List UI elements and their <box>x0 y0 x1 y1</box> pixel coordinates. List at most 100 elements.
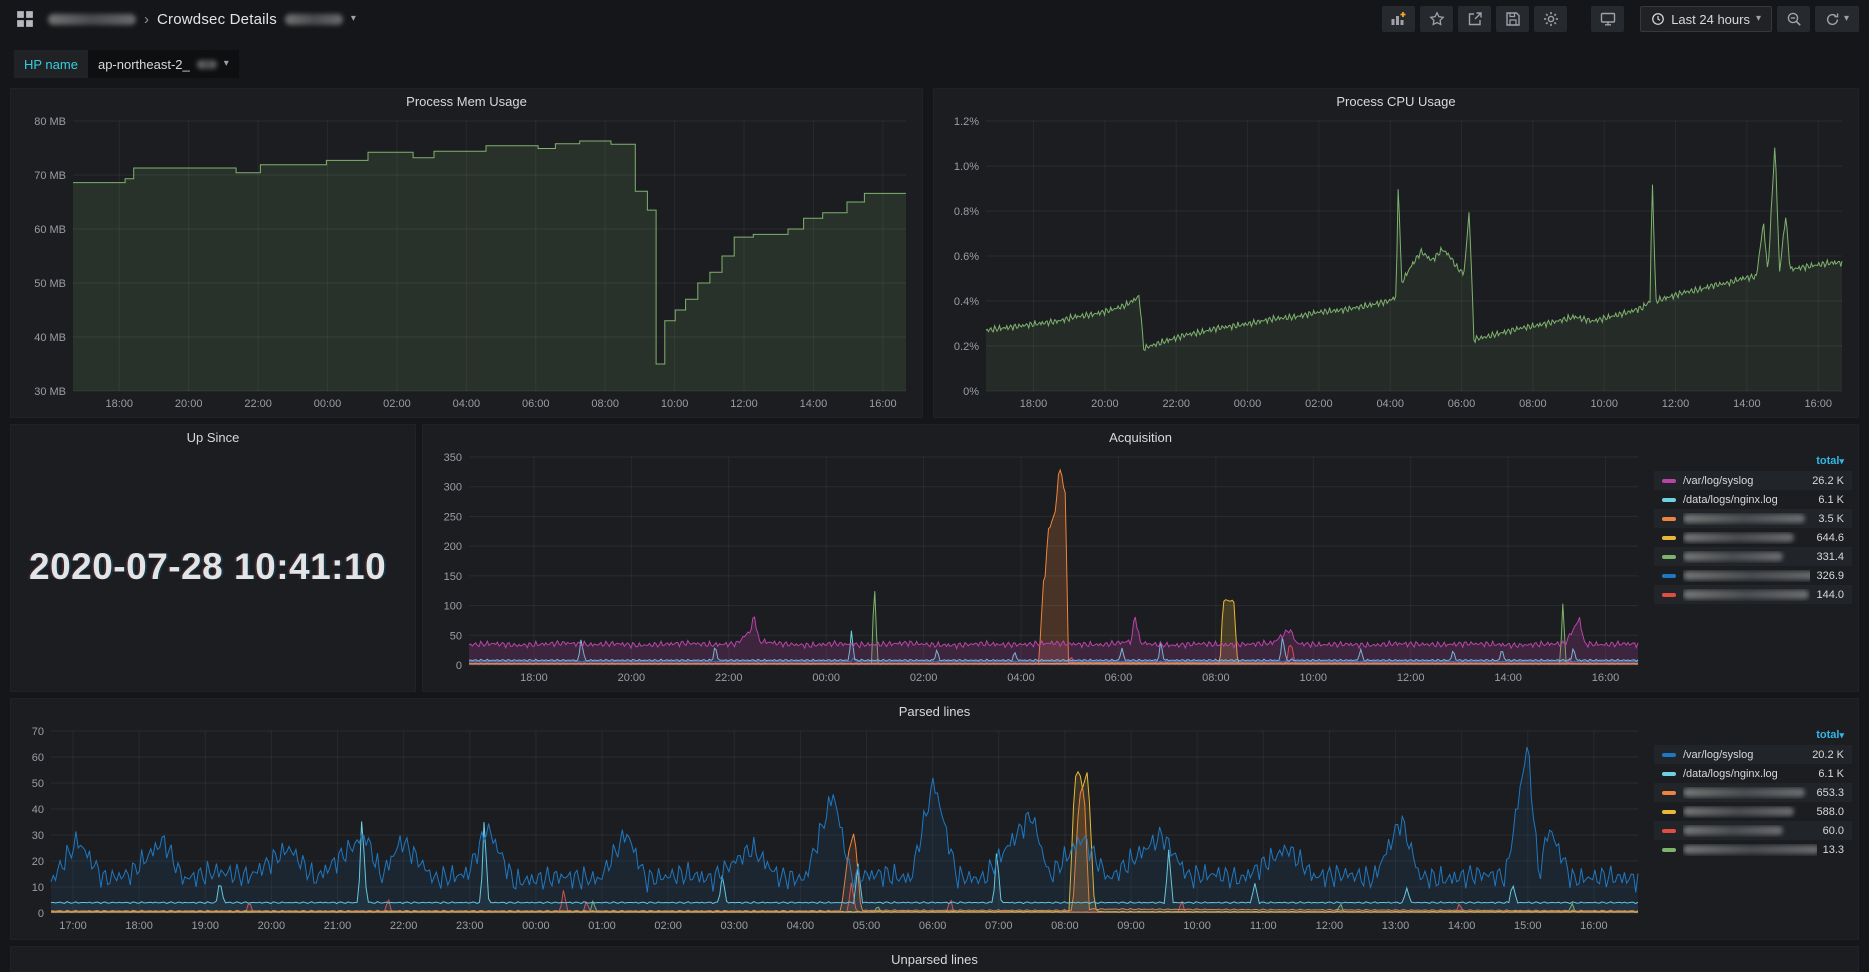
series-color-swatch[interactable] <box>1662 809 1676 814</box>
x-axis-tick: 04:00 <box>1376 398 1404 410</box>
series-label[interactable]: /data/logs/nginx.log <box>1683 493 1778 506</box>
y-axis-tick: 60 MB <box>34 224 66 236</box>
series-area-process-mem <box>73 141 906 391</box>
y-axis-tick: 1.0% <box>954 161 979 173</box>
refresh-button[interactable]: ▾ <box>1815 6 1859 32</box>
panel-title[interactable]: Up Since <box>186 430 240 445</box>
x-axis-tick: 08:00 <box>591 398 619 410</box>
panel-title[interactable]: Process CPU Usage <box>1336 94 1456 109</box>
series-color-swatch[interactable] <box>1662 535 1676 540</box>
series-label-redacted <box>1683 807 1794 817</box>
x-axis-tick: 16:00 <box>1592 672 1620 684</box>
series-color-swatch[interactable] <box>1662 478 1676 483</box>
parsed-lines-legend: total▾ /var/log/syslog 20.2 K/data/logs/n… <box>1654 729 1852 859</box>
time-range-label: Last 24 hours <box>1671 11 1750 27</box>
apps-grid-icon[interactable] <box>10 6 40 32</box>
x-axis-tick: 00:00 <box>522 920 550 932</box>
variable-value: ap-northeast-2_ <box>97 56 190 72</box>
title-caret-icon[interactable]: ▾ <box>350 13 356 24</box>
settings-button[interactable] <box>1534 6 1568 32</box>
mem-chart-canvas[interactable]: 18:00 20:00 22:00 00:00 02:00 04:00 06:00 08:00… <box>17 113 916 413</box>
cpu-chart-canvas[interactable]: 18:00 20:00 22:00 00:00 02:00 04:00 06:00 08:00… <box>940 113 1852 413</box>
x-axis-tick: 22:00 <box>1162 398 1190 410</box>
series-line-process-mem <box>73 140 906 365</box>
series-label[interactable] <box>1683 825 1817 837</box>
dashboard-title[interactable]: Crowdsec Details <box>157 10 277 28</box>
series-color-swatch[interactable] <box>1662 752 1676 757</box>
legend-row: 653.3 <box>1654 783 1852 802</box>
x-axis-tick: 02:00 <box>910 672 938 684</box>
series-color-swatch[interactable] <box>1662 516 1676 521</box>
x-axis-tick: 08:00 <box>1519 398 1547 410</box>
series-total-value: 653.3 <box>1816 786 1844 799</box>
breadcrumb: › Crowdsec Details ▾ <box>10 6 356 32</box>
monitor-icon <box>1600 12 1615 26</box>
add-panel-button[interactable] <box>1382 6 1416 32</box>
time-range-picker[interactable]: Last 24 hours ▾ <box>1640 6 1772 32</box>
x-axis-tick: 18:00 <box>106 398 134 410</box>
share-button[interactable] <box>1458 6 1492 32</box>
series-label[interactable]: /var/log/syslog <box>1683 474 1754 487</box>
series-label[interactable] <box>1683 513 1812 525</box>
x-axis-tick: 16:00 <box>1580 920 1608 932</box>
save-button[interactable] <box>1496 6 1530 32</box>
legend-row: 60.0 <box>1654 821 1852 840</box>
tv-mode-button[interactable] <box>1591 6 1625 32</box>
panel-acquisition: Acquisition 18:00 20:00 22:00 00:00 02:00 04:… <box>422 424 1859 692</box>
series-label[interactable] <box>1683 589 1810 601</box>
x-axis-tick: 08:00 <box>1202 672 1230 684</box>
series-label[interactable] <box>1683 532 1810 544</box>
x-axis-tick: 18:00 <box>520 672 548 684</box>
x-axis-tick: 20:00 <box>258 920 286 932</box>
series-color-swatch[interactable] <box>1662 573 1676 578</box>
series-label[interactable] <box>1683 551 1810 563</box>
series-color-swatch[interactable] <box>1662 847 1676 852</box>
zoom-out-button[interactable] <box>1777 6 1810 32</box>
x-axis-tick: 22:00 <box>715 672 743 684</box>
x-axis-tick: 14:00 <box>800 398 828 410</box>
legend-row: 13.3 <box>1654 840 1852 859</box>
x-axis-tick: 22:00 <box>390 920 418 932</box>
panel-title[interactable]: Unparsed lines <box>891 952 978 967</box>
x-axis-tick: 20:00 <box>1091 398 1119 410</box>
acquisition-chart-canvas[interactable]: 18:00 20:00 22:00 00:00 02:00 04:00 06:00 08:00… <box>429 449 1648 687</box>
series-label[interactable]: /data/logs/nginx.log <box>1683 767 1778 780</box>
star-button[interactable] <box>1420 6 1454 32</box>
panel-title[interactable]: Parsed lines <box>898 704 971 719</box>
legend-sort-total[interactable]: total▾ <box>1816 729 1844 741</box>
series-color-swatch[interactable] <box>1662 554 1676 559</box>
series-label[interactable] <box>1683 570 1811 582</box>
series-line-process-cpu <box>985 147 1843 352</box>
series-color-swatch[interactable] <box>1662 771 1676 776</box>
x-axis-tick: 20:00 <box>175 398 203 410</box>
variable-value-dropdown[interactable]: ap-northeast-2_ ▾ <box>87 50 239 78</box>
series-color-swatch[interactable] <box>1662 790 1676 795</box>
x-axis-tick: 10:00 <box>661 398 689 410</box>
x-axis-tick: 19:00 <box>192 920 220 932</box>
series-color-swatch[interactable] <box>1662 828 1676 833</box>
series-total-value: 13.3 <box>1822 843 1844 856</box>
series-label[interactable]: /var/log/syslog <box>1683 748 1754 761</box>
series-color-swatch[interactable] <box>1662 592 1676 597</box>
legend-sort-total[interactable]: total▾ <box>1816 455 1844 467</box>
series-color-swatch[interactable] <box>1662 497 1676 502</box>
breadcrumb-folder-redacted[interactable] <box>48 13 136 25</box>
x-axis-tick: 13:00 <box>1382 920 1410 932</box>
dashboard-title-suffix-redacted <box>284 13 343 25</box>
series-line-redacted-4 <box>50 770 1639 913</box>
parsed-lines-chart-canvas[interactable]: 17:00 18:00 19:00 20:00 21:00 22:00 23:00 00:00… <box>17 723 1648 935</box>
panel-title[interactable]: Process Mem Usage <box>406 94 527 109</box>
x-axis-tick: 11:00 <box>1250 920 1277 932</box>
panel-title[interactable]: Acquisition <box>1109 430 1172 445</box>
variable-caret-icon: ▾ <box>223 58 229 69</box>
y-axis-tick: 70 <box>32 726 44 738</box>
x-axis-tick: 07:00 <box>985 920 1013 932</box>
series-total-value: 331.4 <box>1816 550 1844 563</box>
series-line-/data/logs/nginx.log <box>50 821 1639 905</box>
time-range-caret-icon: ▾ <box>1755 13 1761 24</box>
series-label[interactable] <box>1683 806 1810 818</box>
sort-caret-icon: ▾ <box>1839 730 1844 740</box>
series-total-value: 144.0 <box>1816 588 1844 601</box>
series-label[interactable] <box>1683 787 1810 799</box>
series-label[interactable] <box>1683 844 1817 856</box>
